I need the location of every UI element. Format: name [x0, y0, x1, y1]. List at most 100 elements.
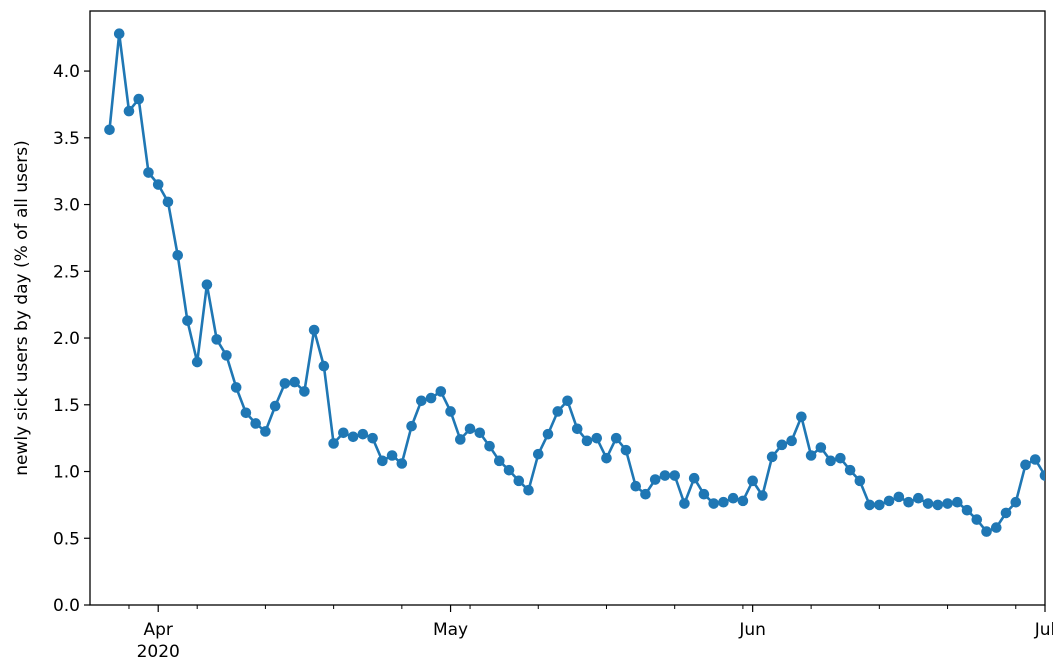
data-point — [464, 423, 476, 435]
data-point — [552, 406, 564, 417]
x-tick-label: May — [433, 620, 468, 640]
data-point — [766, 451, 778, 463]
data-point — [279, 378, 291, 389]
data-point — [951, 496, 963, 508]
data-point — [493, 455, 505, 467]
data-point — [113, 28, 125, 39]
data-point — [747, 475, 758, 487]
data-point — [922, 498, 934, 509]
data-point — [455, 434, 466, 445]
data-point — [1000, 507, 1012, 519]
data-point — [230, 382, 242, 393]
y-tick-label: 1.5 — [53, 396, 80, 416]
data-point — [221, 350, 232, 361]
y-axis-label: newly sick users by day (% of all users) — [12, 140, 32, 476]
data-point — [679, 498, 690, 509]
data-point — [425, 392, 437, 404]
data-point — [727, 492, 739, 504]
data-point — [610, 432, 622, 444]
data-point — [796, 411, 807, 423]
data-point — [581, 435, 593, 447]
data-point — [201, 279, 213, 290]
data-point — [133, 93, 145, 105]
data-point — [377, 455, 388, 467]
data-point — [1010, 496, 1022, 508]
data-point — [893, 491, 905, 503]
data-point — [601, 452, 612, 464]
data-point — [571, 423, 583, 435]
data-point — [396, 458, 408, 469]
data-point — [630, 480, 642, 492]
data-point — [844, 464, 856, 476]
data-point — [474, 427, 486, 439]
data-point — [299, 386, 310, 397]
data-point — [805, 450, 817, 461]
data-point — [835, 452, 846, 464]
data-point — [386, 450, 398, 461]
data-point — [532, 448, 544, 460]
y-tick-label: 0.5 — [53, 529, 80, 549]
y-tick-label: 0.0 — [53, 596, 80, 616]
x-tick-label: Apr — [144, 620, 173, 640]
data-point — [357, 428, 369, 440]
data-point — [523, 484, 534, 496]
data-point — [347, 431, 359, 443]
y-tick-label: 2.5 — [53, 262, 80, 282]
data-point — [825, 455, 836, 467]
data-point — [971, 514, 983, 525]
data-point — [942, 498, 953, 509]
data-point — [932, 499, 944, 511]
data-point — [445, 406, 456, 417]
data-point — [786, 435, 797, 447]
y-tick-label: 2.0 — [53, 329, 80, 349]
data-point — [435, 386, 447, 397]
data-point — [503, 464, 515, 476]
data-point — [269, 400, 281, 412]
y-axis: 0.0 0.5 1.0 1.5 2.0 2.5 3.0 3.5 4.0 — [53, 62, 90, 616]
data-point — [864, 499, 875, 511]
data-point — [659, 470, 671, 481]
x-tick-label: Jun — [738, 620, 766, 640]
data-point — [562, 395, 573, 407]
data-point — [708, 498, 719, 509]
data-point — [143, 167, 154, 178]
data-point — [776, 439, 788, 451]
plot-frame — [89, 10, 1046, 606]
data-point — [874, 499, 885, 511]
y-tick-label: 4.0 — [53, 62, 80, 82]
plot-area — [89, 10, 1046, 606]
data-point — [211, 334, 222, 345]
data-point — [260, 426, 271, 437]
data-point — [1039, 470, 1045, 481]
series-line — [108, 32, 1045, 533]
data-point — [318, 360, 330, 372]
data-point — [620, 444, 632, 456]
data-point — [1029, 454, 1041, 465]
data-point — [328, 438, 339, 449]
y-tick-label: 1.0 — [53, 463, 80, 483]
data-point — [961, 504, 973, 516]
data-point — [191, 356, 203, 368]
data-point — [591, 432, 603, 444]
data-point — [123, 105, 135, 117]
data-point — [1020, 459, 1031, 471]
data-point — [406, 420, 417, 432]
data-point — [688, 472, 700, 484]
data-point — [182, 315, 193, 326]
data-point — [913, 492, 924, 504]
data-point — [649, 474, 661, 485]
data-point — [308, 324, 320, 336]
data-point — [250, 418, 261, 429]
data-point — [289, 376, 300, 388]
data-point — [542, 428, 554, 440]
data-point — [416, 395, 427, 407]
data-point — [883, 495, 895, 507]
x-tick-sublabel: 2020 — [137, 642, 180, 662]
data-point — [484, 440, 495, 452]
data-point — [718, 496, 729, 508]
data-point — [367, 432, 378, 444]
data-point — [172, 249, 184, 261]
data-point — [737, 495, 749, 507]
